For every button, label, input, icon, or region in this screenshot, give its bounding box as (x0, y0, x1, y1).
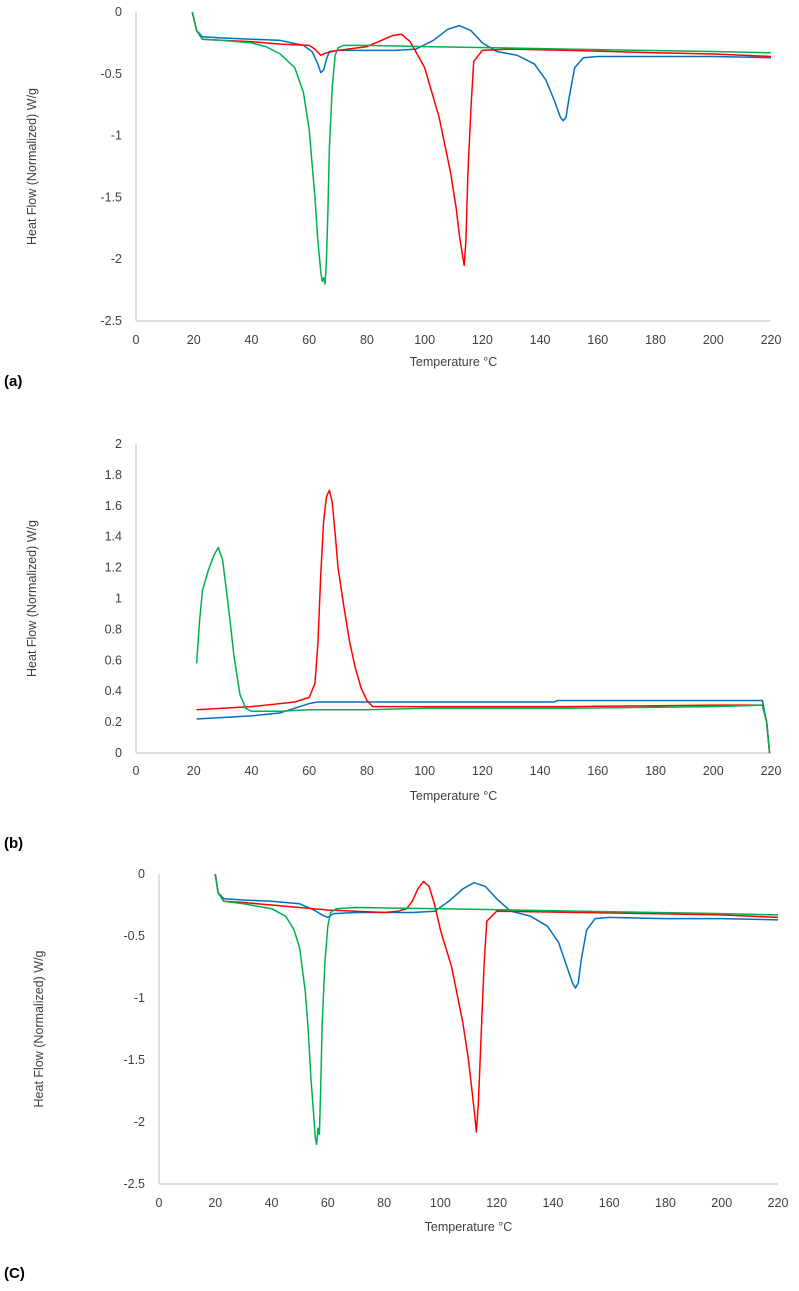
chart-2-x-tick-label: 120 (472, 764, 493, 778)
chart-1-x-tick-label: 200 (703, 333, 724, 347)
chart-1-x-tick-label: 140 (530, 333, 551, 347)
chart-2-x-tick-label: 200 (703, 764, 724, 778)
chart-2-y-tick-label: 0.2 (105, 715, 122, 729)
chart-2-y-tick-label: 0.8 (105, 622, 122, 636)
chart-2-y-tick-label: 1.4 (105, 530, 122, 544)
chart-1-y-tick-label: -0.5 (100, 67, 122, 81)
chart-2-y-tick-label: 2 (115, 437, 122, 451)
chart-2-x-tick-label: 60 (302, 764, 316, 778)
chart-2-y-tick-label: 1.2 (105, 561, 122, 575)
chart-2-series-line-3 (195, 546, 771, 754)
chart-3-x-tick-label: 140 (542, 1196, 563, 1210)
chart-1-y-tick-label: -1.5 (100, 190, 122, 204)
chart-2-y-tick-label: 1 (115, 592, 122, 606)
chart-1-x-axis-title: Temperature °C (410, 355, 498, 369)
chart-3-y-tick-label: -1.5 (123, 1053, 145, 1067)
chart-2-y-axis-title: Heat Flow (Normalized) W/g (25, 520, 39, 677)
chart-2-panel-label: (b) (4, 835, 23, 852)
chart-3-x-tick-label: 120 (486, 1196, 507, 1210)
chart-1-series-line-3 (191, 11, 772, 285)
chart-2-y-tick-label: 0.4 (105, 684, 122, 698)
chart-3-y-tick-label: -1 (134, 991, 145, 1005)
chart-3-series-line-1 (214, 873, 779, 989)
chart-1-y-axis-title: Heat Flow (Normalized) W/g (25, 88, 39, 245)
chart-3-x-tick-label: 40 (265, 1196, 279, 1210)
chart-3-x-axis-title: Temperature °C (425, 1220, 513, 1234)
chart-3-panel-label: (C) (4, 1265, 25, 1282)
chart-2-y-tick-label: 0 (115, 746, 122, 760)
chart-3-x-tick-label: 20 (208, 1196, 222, 1210)
chart-3-y-tick-label: -0.5 (123, 929, 145, 943)
chart-2-x-tick-label: 180 (645, 764, 666, 778)
chart-3-x-tick-label: 160 (599, 1196, 620, 1210)
chart-1-series-line-1 (191, 11, 772, 122)
chart-1-series-line-2 (191, 11, 772, 267)
chart-2-y-tick-label: 1.6 (105, 499, 122, 513)
chart-3-x-tick-label: 80 (377, 1196, 391, 1210)
chart-2-y-tick-label: 0.6 (105, 653, 122, 667)
chart-2-x-tick-label: 20 (187, 764, 201, 778)
chart-2-x-tick-label: 160 (587, 764, 608, 778)
chart-2-series-line-2 (196, 489, 771, 754)
chart-1-x-tick-label: 40 (245, 333, 259, 347)
chart-1-y-tick-label: -2 (111, 252, 122, 266)
chart-3-y-tick-label: -2 (134, 1115, 145, 1129)
chart-1-x-tick-label: 80 (360, 333, 374, 347)
chart-3-x-tick-label: 60 (321, 1196, 335, 1210)
chart-1-y-tick-label: -1 (111, 129, 122, 143)
chart-2-x-tick-label: 220 (761, 764, 782, 778)
chart-2-x-tick-label: 100 (414, 764, 435, 778)
chart-3-y-tick-label: -2.5 (123, 1177, 145, 1191)
chart-1-y-tick-label: -2.5 (100, 314, 122, 328)
chart-3-x-tick-label: 180 (655, 1196, 676, 1210)
chart-3-x-tick-label: 200 (711, 1196, 732, 1210)
chart-2-x-axis-title: Temperature °C (410, 789, 498, 803)
chart-1-x-tick-label: 180 (645, 333, 666, 347)
chart-3-y-tick-label: 0 (138, 867, 145, 881)
chart-3-series-line-3 (214, 873, 779, 1146)
chart-3-x-tick-label: 100 (430, 1196, 451, 1210)
chart-3-x-tick-label: 0 (156, 1196, 163, 1210)
chart-1-x-tick-label: 0 (133, 333, 140, 347)
chart-2-x-tick-label: 0 (133, 764, 140, 778)
chart-1-x-tick-label: 100 (414, 333, 435, 347)
chart-1-x-tick-label: 160 (587, 333, 608, 347)
chart-3-x-tick-label: 220 (768, 1196, 789, 1210)
chart-1-x-tick-label: 120 (472, 333, 493, 347)
chart-3-series-line-2 (214, 873, 779, 1133)
chart-2-series-line-1 (196, 699, 771, 754)
chart-1-y-tick-label: 0 (115, 5, 122, 19)
chart-2-x-tick-label: 140 (530, 764, 551, 778)
chart-2-x-tick-label: 40 (245, 764, 259, 778)
chart-2-x-tick-label: 80 (360, 764, 374, 778)
chart-1-x-tick-label: 20 (187, 333, 201, 347)
chart-1-panel-label: (a) (4, 373, 22, 390)
chart-3-y-axis-title: Heat Flow (Normalized) W/g (32, 950, 46, 1107)
chart-2-y-tick-label: 1.8 (105, 468, 122, 482)
chart-1-x-tick-label: 60 (302, 333, 316, 347)
chart-1-x-tick-label: 220 (761, 333, 782, 347)
